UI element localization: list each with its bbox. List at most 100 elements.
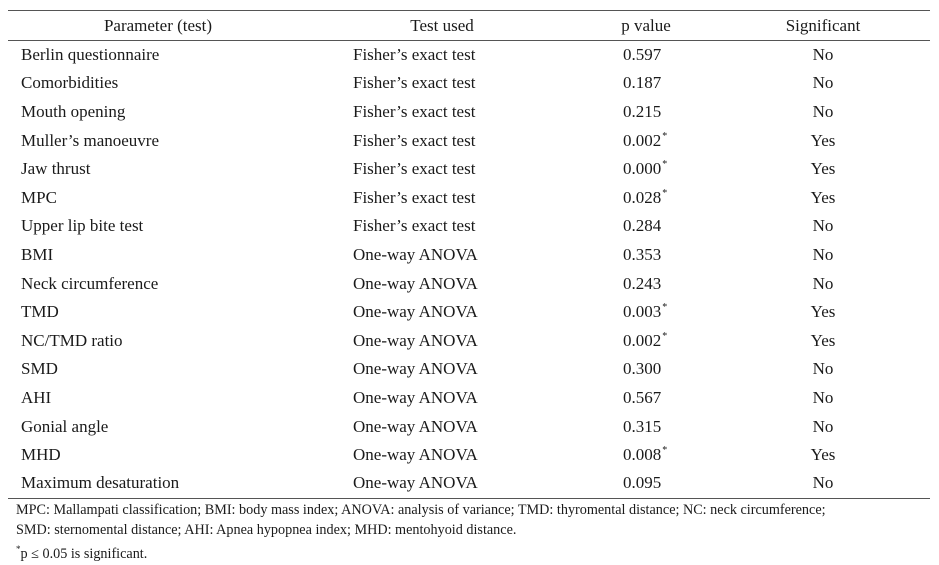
p-value-text: 0.353: [623, 244, 662, 264]
table-row: Neck circumference One-way ANOVA 0.243 No: [8, 269, 930, 298]
cell-parameter: Jaw thrust: [21, 159, 91, 179]
cell-parameter: Maximum desaturation: [8, 469, 308, 499]
p-value-text: 0.028: [623, 187, 662, 207]
cell-test-used: Fisher’s exact test: [353, 73, 476, 93]
p-value-text: 0.300: [623, 359, 662, 379]
cell-test-used: One-way ANOVA: [353, 387, 478, 407]
cell-p-value: 0.008*: [576, 441, 716, 470]
column-header-p-value: p value: [576, 10, 716, 41]
cell-p-value: 0.243: [576, 269, 716, 298]
cell-parameter: AHI: [21, 387, 52, 407]
table-row: MPC Fisher’s exact test 0.028* Yes: [8, 183, 930, 212]
p-value-text: 0.000: [623, 159, 662, 179]
cell-parameter: Muller’s manoeuvre: [21, 130, 160, 150]
cell-significant: No: [812, 359, 834, 379]
cell-significant: No: [716, 469, 930, 499]
cell-test-used: One-way ANOVA: [353, 330, 478, 350]
significance-text: p ≤ 0.05 is significant.: [20, 546, 148, 562]
column-header-test-used: Test used: [308, 10, 576, 41]
table-row: Comorbidities Fisher’s exact test 0.187 No: [8, 69, 930, 98]
cell-significant: Yes: [810, 445, 836, 465]
cell-test-used: One-way ANOVA: [353, 244, 478, 264]
cell-test-used: Fisher’s exact test: [353, 45, 476, 65]
p-value-text: 0.008: [623, 445, 662, 465]
abbreviations-line-2: SMD: sternomental distance; AHI: Apnea h…: [16, 521, 517, 538]
cell-significant: No: [812, 45, 834, 65]
cell-parameter: Mouth opening: [21, 101, 126, 121]
p-value-text: 0.284: [623, 216, 662, 236]
cell-significant: Yes: [810, 187, 836, 207]
significance-asterisk: *: [662, 445, 668, 457]
cell-test-used: Fisher’s exact test: [353, 216, 476, 236]
cell-parameter: Berlin questionnaire: [21, 45, 160, 65]
cell-significant: No: [812, 244, 834, 264]
table-row: MHD One-way ANOVA 0.008* Yes: [8, 441, 930, 470]
p-value-text: 0.315: [623, 416, 662, 436]
table-footnotes: MPC: Mallampati classification; BMI: bod…: [16, 501, 936, 565]
cell-test-used: One-way ANOVA: [353, 416, 478, 436]
cell-p-value: 0.187: [576, 69, 716, 98]
cell-parameter: MPC: [21, 187, 57, 207]
cell-parameter: BMI: [21, 244, 54, 264]
cell-p-value: 0.002*: [576, 126, 716, 155]
significance-asterisk: *: [662, 330, 668, 342]
table-row: NC/TMD ratio One-way ANOVA 0.002* Yes: [8, 326, 930, 355]
cell-significant: Yes: [810, 130, 836, 150]
table-row: AHI One-way ANOVA 0.567 No: [8, 384, 930, 413]
cell-significant: No: [812, 273, 834, 293]
cell-significant: Yes: [810, 330, 836, 350]
p-value-text: 0.003: [623, 302, 662, 322]
cell-test-used: One-way ANOVA: [353, 302, 478, 322]
table-row: BMI One-way ANOVA 0.353 No: [8, 241, 930, 270]
table-body: Berlin questionnaire Fisher’s exact test 0…: [8, 41, 930, 499]
significance-mark: *: [16, 544, 21, 554]
table-row: Gonial angle One-way ANOVA 0.315 No: [8, 412, 930, 441]
results-table: Parameter (test) Test used p value Signi…: [8, 10, 930, 499]
table-row: TMD One-way ANOVA 0.003* Yes: [8, 298, 930, 327]
cell-p-value: 0.028*: [576, 183, 716, 212]
cell-test-used: Fisher’s exact test: [353, 130, 476, 150]
cell-p-value: 0.300: [576, 355, 716, 384]
significance-note: *p ≤ 0.05 is significant.: [16, 540, 936, 565]
cell-parameter: Neck circumference: [21, 273, 159, 293]
significance-asterisk: *: [662, 130, 668, 142]
p-value-text: 0.002: [623, 330, 662, 350]
cell-significant: No: [812, 216, 834, 236]
cell-parameter: Upper lip bite test: [21, 216, 144, 236]
cell-test-used: One-way ANOVA: [308, 469, 576, 499]
significance-asterisk: *: [662, 187, 668, 199]
cell-p-value: 0.284: [576, 212, 716, 241]
table-row: Jaw thrust Fisher’s exact test 0.000* Yes: [8, 155, 930, 184]
header-row: Parameter (test) Test used p value Signi…: [8, 10, 930, 41]
p-value-text: 0.002: [623, 130, 662, 150]
cell-p-value: 0.002*: [576, 326, 716, 355]
cell-p-value: 0.215: [576, 98, 716, 127]
p-value-text: 0.215: [623, 101, 662, 121]
cell-test-used: One-way ANOVA: [353, 273, 478, 293]
column-header-significant: Significant: [716, 10, 930, 41]
table-row: Mouth opening Fisher’s exact test 0.215 No: [8, 98, 930, 127]
table-row: SMD One-way ANOVA 0.300 No: [8, 355, 930, 384]
cell-significant: No: [812, 387, 834, 407]
table-row: Berlin questionnaire Fisher’s exact test 0…: [8, 41, 930, 70]
cell-p-value: 0.597: [576, 41, 716, 70]
p-value-text: 0.095: [623, 473, 662, 493]
cell-significant: No: [812, 73, 834, 93]
cell-p-value: 0.353: [576, 241, 716, 270]
cell-significant: No: [812, 101, 834, 121]
p-value-text: 0.597: [623, 45, 662, 65]
cell-test-used: Fisher’s exact test: [353, 187, 476, 207]
cell-parameter: Comorbidities: [21, 73, 119, 93]
cell-p-value: 0.315: [576, 412, 716, 441]
cell-parameter: NC/TMD ratio: [21, 330, 123, 350]
cell-significant: Yes: [810, 159, 836, 179]
cell-test-used: Fisher’s exact test: [353, 101, 476, 121]
significance-asterisk: *: [662, 302, 668, 314]
cell-parameter: Gonial angle: [21, 416, 109, 436]
abbreviations-line-1: MPC: Mallampati classification; BMI: bod…: [16, 502, 826, 518]
cell-test-used: One-way ANOVA: [353, 359, 478, 379]
cell-p-value: 0.095: [576, 469, 716, 499]
p-value-text: 0.243: [623, 273, 662, 293]
cell-significant: No: [812, 416, 834, 436]
table-header: Parameter (test) Test used p value Signi…: [8, 10, 930, 41]
